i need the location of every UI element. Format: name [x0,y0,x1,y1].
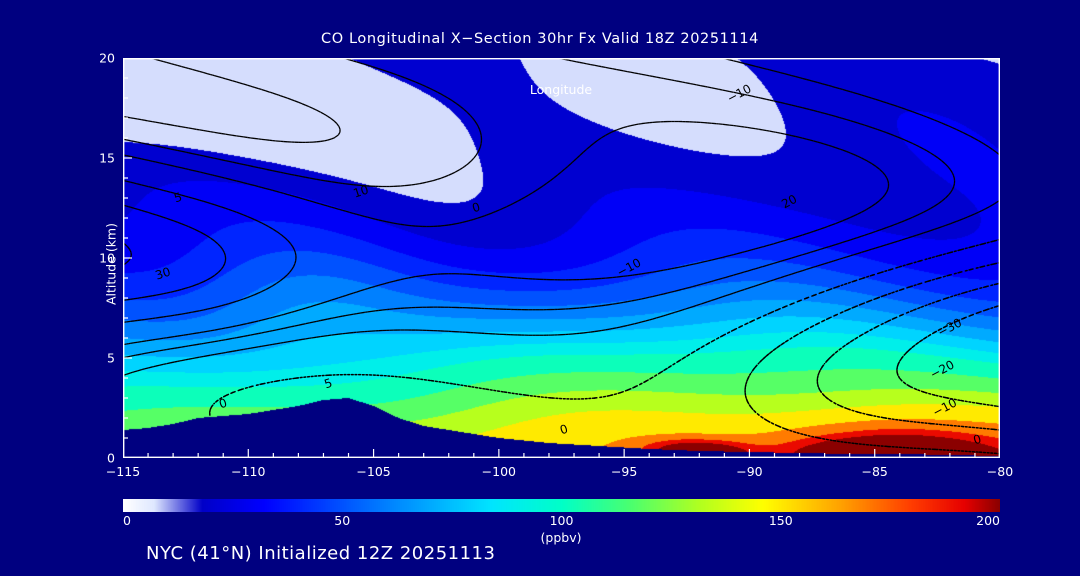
plot-area: 5 30 10 0 5 0 0 0 −10 20 −10 −30 −20 −10 Altitude (km… [99,51,1013,480]
colorbar-tick-label: 100 [549,513,574,528]
chart-caption: NYC (41°N) Initialized 12Z 20251113 [146,543,496,564]
y-tick-label: 0 [107,450,115,466]
contour-label: 0 [971,432,983,448]
colorbar-tick-label: 0 [123,513,131,528]
colorbar: (ppbv) 0 50 100 150 200 [123,497,1000,545]
contour-label: 10 [351,183,370,201]
axis-ticks [123,58,1000,458]
y-tick-label: 10 [99,250,115,266]
y-tick-label: 20 [99,50,115,66]
x-tick-label: −85 [861,464,888,479]
y-tick-label: 5 [107,350,115,366]
contour-label: 5 [323,376,335,392]
x-tick-label: −80 [986,464,1014,479]
contour-label: 0 [217,396,229,412]
colorbar-tick-label: 200 [976,513,1000,528]
y-tick-label: 15 [99,150,115,166]
x-tick-label: −95 [610,464,638,479]
overlay-contour-lines [123,58,1000,455]
colorbar-units: (ppbv) [540,530,582,545]
x-tick-label: −110 [231,464,266,479]
chart-title: CO Longitudinal X−Section 30hr Fx Valid … [321,31,759,47]
colorbar-tick-label: 150 [768,513,793,528]
contour-label: 5 [172,190,184,206]
colorbar-tick-label: 50 [334,513,351,528]
x-tick-label: −105 [356,464,391,479]
x-tick-label: −115 [105,464,141,479]
x-tick-label: −100 [481,464,517,479]
x-axis-title: Longitude [529,82,593,97]
contour-label: 20 [779,192,799,212]
contour-label: 0 [470,200,482,216]
contour-label: 30 [154,265,173,283]
co-field-raster [123,58,1000,458]
colorbar-gradient [123,499,1000,512]
x-tick-label: −90 [736,464,763,479]
contour-label: 0 [558,422,570,438]
